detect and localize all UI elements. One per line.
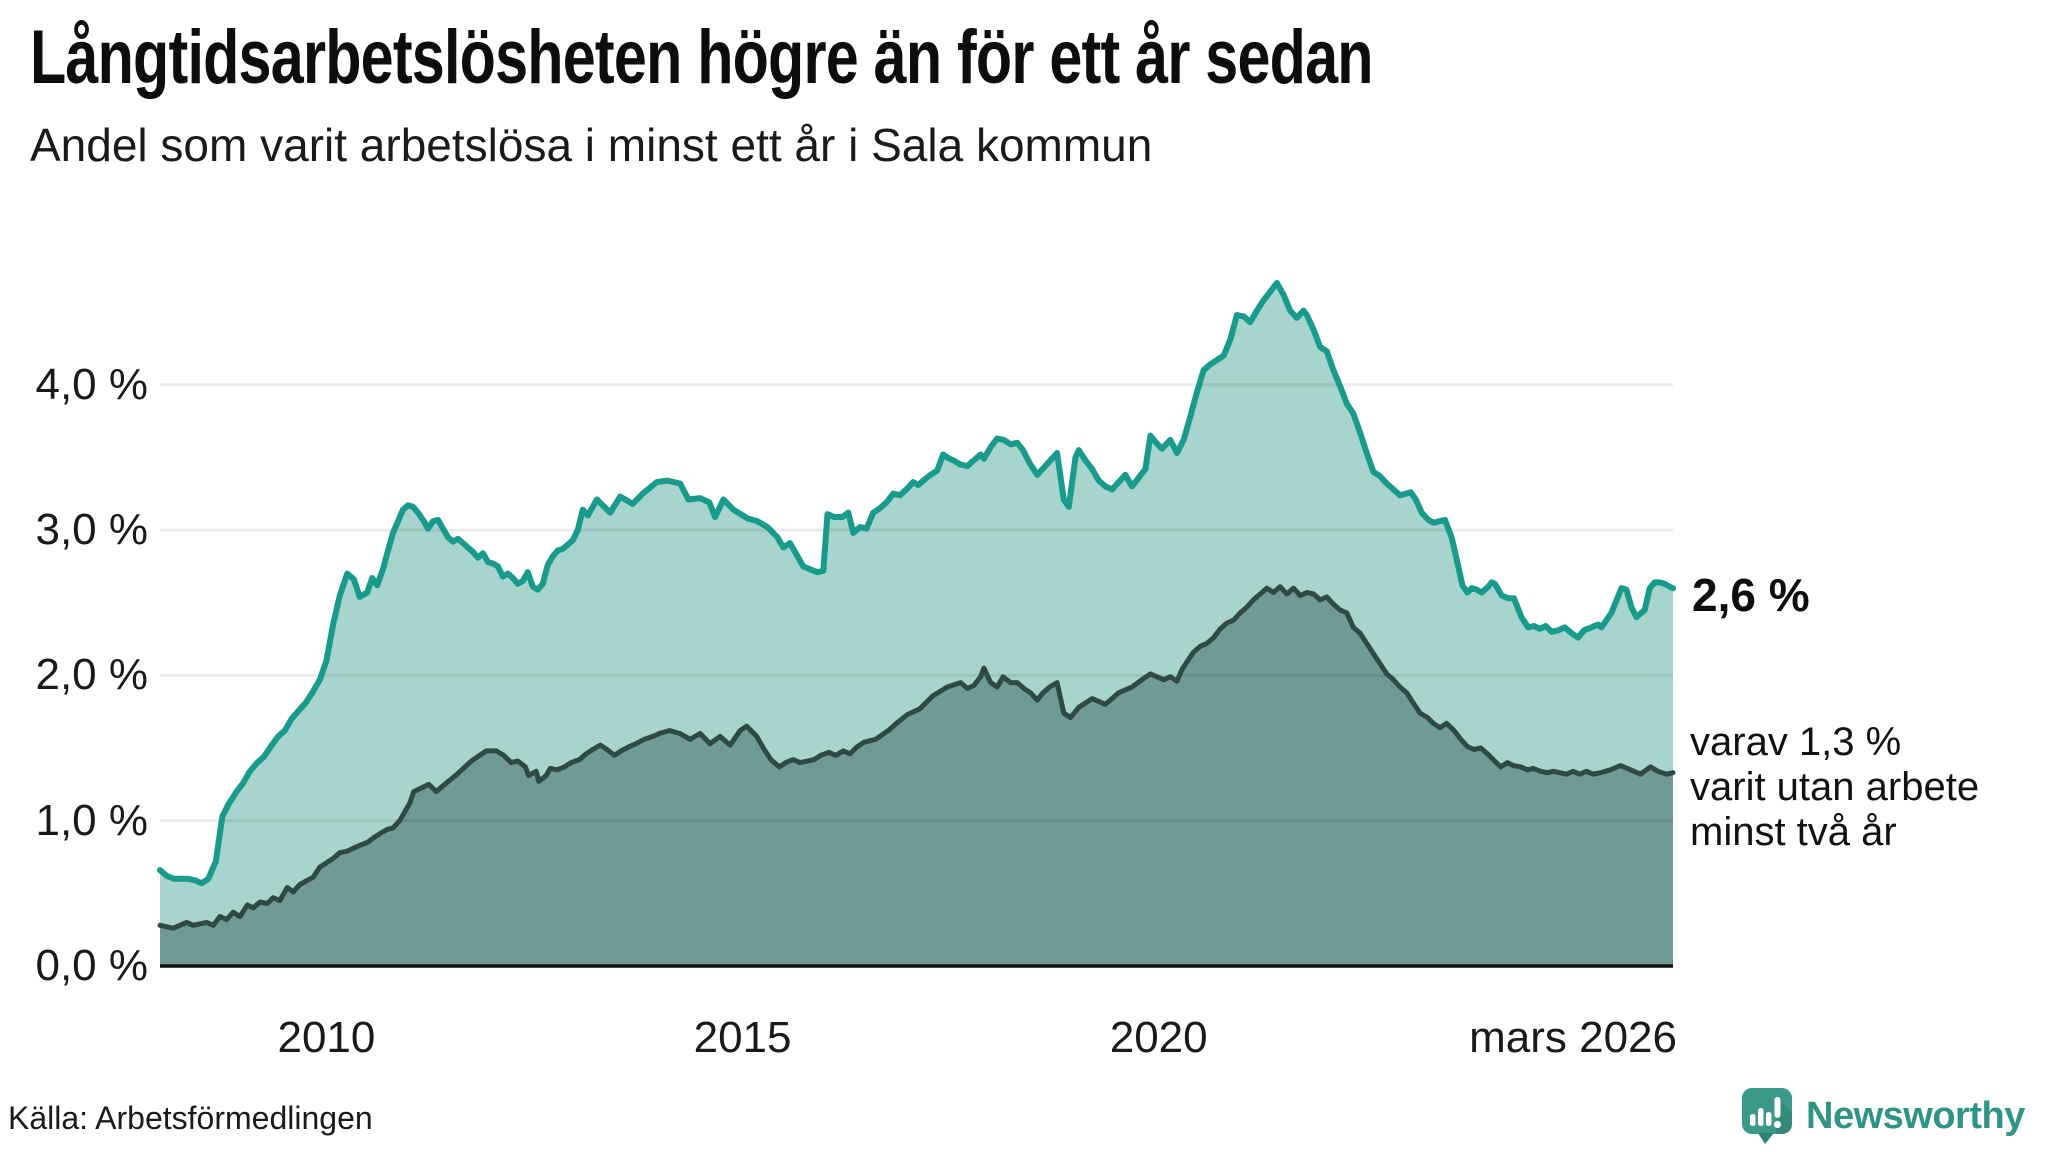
series-line bbox=[157, 584, 1676, 931]
y-tick-label: 3,0 % bbox=[35, 505, 148, 555]
y-tick-label: 2,0 % bbox=[35, 650, 148, 700]
x-tick-label: 2015 bbox=[693, 1013, 792, 1062]
source-label: Källa: Arbetsförmedlingen bbox=[8, 1100, 373, 1136]
newsworthy-logo: Newsworthy bbox=[1742, 1088, 2025, 1144]
chart-title: Långtidsarbetslösheten högre än för ett … bbox=[30, 15, 1374, 100]
y-tick-label: 1,0 % bbox=[35, 795, 148, 845]
newsworthy-logo-text: Newsworthy bbox=[1806, 1094, 2025, 1137]
end-value-label-two-year: varav 1,3 % varit utan arbete minst två … bbox=[1690, 720, 1980, 854]
chart-subtitle: Andel som varit arbetslösa i minst ett å… bbox=[30, 119, 1153, 171]
y-tick-label: 4,0 % bbox=[35, 359, 148, 409]
series-area bbox=[160, 586, 1673, 966]
y-tick-label: 0,0 % bbox=[35, 941, 148, 990]
series-line bbox=[157, 280, 1676, 887]
x-tick-label: 2010 bbox=[277, 1013, 376, 1062]
x-tick-label: mars 2026 bbox=[1469, 1013, 1677, 1062]
x-tick-label: 2020 bbox=[1109, 1013, 1208, 1062]
newsworthy-speech-bubble-icon bbox=[1742, 1088, 1792, 1144]
end-value-label-total: 2,6 % bbox=[1692, 569, 1810, 621]
